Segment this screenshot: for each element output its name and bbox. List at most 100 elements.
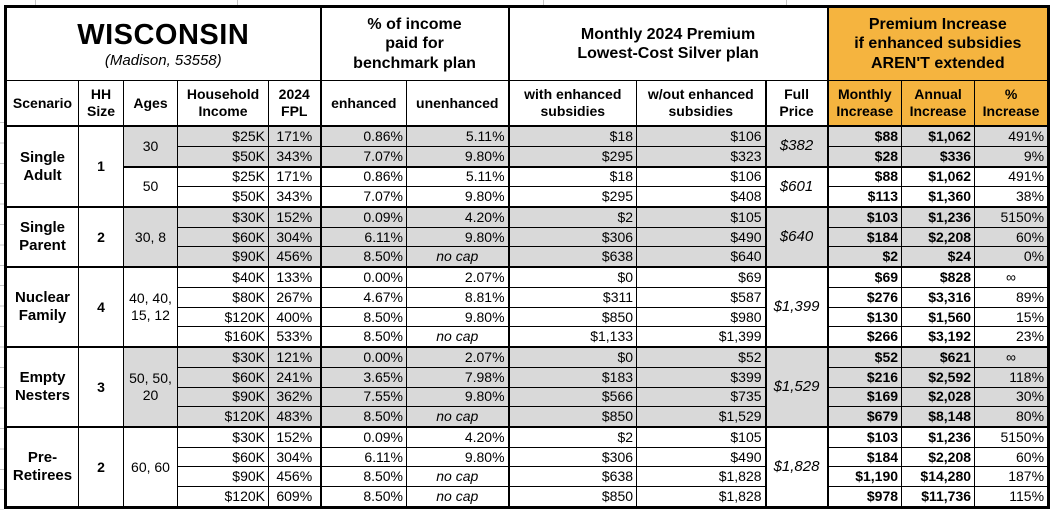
col-header-scenario: Scenario xyxy=(5,80,79,127)
income-cell: $30K xyxy=(177,205,269,228)
income-cell: $60K xyxy=(177,226,269,248)
premium-table: WISCONSIN (Madison, 53558) % of income p… xyxy=(4,5,1051,509)
pct-increase-cell: 89% xyxy=(974,286,1050,308)
fpl-cell: 304% xyxy=(267,446,322,468)
monthly-increase-cell: $276 xyxy=(826,286,903,308)
annual-increase-cell: $1,062 xyxy=(901,124,976,147)
pct-increase-cell: 15% xyxy=(974,306,1050,328)
enhanced-pct-cell: 8.50% xyxy=(319,406,408,428)
unenhanced-pct-cell: 2.07% xyxy=(406,346,510,368)
premium-with-subsidies-cell: $18 xyxy=(507,124,638,147)
enhanced-pct-cell: 7.07% xyxy=(319,186,408,208)
enhanced-pct-cell: 8.50% xyxy=(319,326,408,348)
pct-increase-cell: ∞ xyxy=(974,266,1050,288)
col-header-ages: Ages xyxy=(123,80,178,127)
col-header-income: Household Income xyxy=(177,80,269,127)
full-price-cell: $382 xyxy=(764,125,829,167)
annual-increase-cell: $1,236 xyxy=(901,425,976,448)
pct-increase-cell: 9% xyxy=(974,145,1050,168)
annual-increase-cell: $3,316 xyxy=(901,286,976,308)
pct-increase-cell: 5150% xyxy=(974,425,1050,448)
income-cell: $90K xyxy=(177,466,269,488)
enhanced-pct-cell: 0.09% xyxy=(319,205,408,228)
pct-increase-cell: 115% xyxy=(974,486,1050,508)
unenhanced-pct-cell: 9.80% xyxy=(406,446,510,468)
premium-with-subsidies-cell: $850 xyxy=(507,306,638,328)
scenario-cell: Pre-Retirees xyxy=(5,425,79,508)
income-cell: $80K xyxy=(177,286,269,308)
location-subtitle: (Madison, 53558) xyxy=(104,52,222,70)
monthly-increase-cell: $103 xyxy=(826,425,903,448)
income-cell: $50K xyxy=(177,145,269,168)
section-header-income-pct: % of income paid for benchmark plan xyxy=(319,6,510,81)
pct-increase-cell: 0% xyxy=(974,246,1050,268)
gridline-tick xyxy=(35,0,36,5)
annual-increase-cell: $2,208 xyxy=(901,446,976,468)
col-header-unenhanced: unenhanced xyxy=(406,80,510,127)
fpl-cell: 400% xyxy=(267,306,322,328)
premium-without-subsidies-cell: $1,399 xyxy=(636,326,767,348)
annual-increase-cell: $1,560 xyxy=(901,306,976,328)
fpl-cell: 171% xyxy=(267,165,322,188)
premium-with-subsidies-cell: $311 xyxy=(507,286,638,308)
pct-increase-cell: 60% xyxy=(974,446,1050,468)
premium-without-subsidies-cell: $105 xyxy=(636,425,767,448)
ages-cell: 50 xyxy=(123,165,178,208)
premium-with-subsidies-cell: $18 xyxy=(507,165,638,188)
premium-without-subsidies-cell: $69 xyxy=(636,266,767,288)
income-cell: $120K xyxy=(177,406,269,428)
premium-with-subsidies-cell: $850 xyxy=(507,486,638,508)
enhanced-pct-cell: 6.11% xyxy=(319,226,408,248)
fpl-cell: 456% xyxy=(267,246,322,268)
ages-cell: 50, 50, 20 xyxy=(123,346,178,428)
premium-without-subsidies-cell: $106 xyxy=(636,124,767,147)
col-header-enhanced: enhanced xyxy=(319,80,408,127)
section-header-premium: Monthly 2024 Premium Lowest-Cost Silver … xyxy=(507,6,829,81)
pct-increase-cell: 491% xyxy=(974,165,1050,188)
unenhanced-pct-cell: no cap xyxy=(406,486,510,508)
unenhanced-pct-cell: 9.80% xyxy=(406,186,510,208)
enhanced-pct-cell: 7.07% xyxy=(319,145,408,168)
unenhanced-pct-cell: 8.81% xyxy=(406,286,510,308)
premium-with-subsidies-cell: $850 xyxy=(507,406,638,428)
enhanced-pct-cell: 6.11% xyxy=(319,446,408,468)
pct-increase-cell: 30% xyxy=(974,386,1050,408)
fpl-cell: 133% xyxy=(267,266,322,288)
table-title-cell: WISCONSIN (Madison, 53558) xyxy=(4,6,322,81)
monthly-increase-cell: $113 xyxy=(826,186,903,208)
premium-without-subsidies-cell: $1,529 xyxy=(636,406,767,428)
section-header-increase: Premium Increase if enhanced subsidies A… xyxy=(826,6,1050,81)
annual-increase-cell: $2,208 xyxy=(901,226,976,248)
pct-increase-cell: 60% xyxy=(974,226,1050,248)
scenario-cell: Single Adult xyxy=(5,125,79,208)
enhanced-pct-cell: 8.50% xyxy=(319,306,408,328)
income-cell: $40K xyxy=(177,266,269,288)
premium-without-subsidies-cell: $399 xyxy=(636,366,767,388)
col-header-fpl: 2024 FPL xyxy=(267,80,322,127)
income-cell: $90K xyxy=(177,246,269,268)
fpl-cell: 362% xyxy=(267,386,322,408)
annual-increase-cell: $2,592 xyxy=(901,366,976,388)
premium-without-subsidies-cell: $52 xyxy=(636,346,767,368)
col-header-pct-increase: % Increase xyxy=(974,80,1050,127)
premium-without-subsidies-cell: $106 xyxy=(636,165,767,188)
monthly-increase-cell: $2 xyxy=(826,246,903,268)
premium-without-subsidies-cell: $1,828 xyxy=(636,486,767,508)
unenhanced-pct-cell: 4.20% xyxy=(406,425,510,448)
fpl-cell: 152% xyxy=(267,205,322,228)
fpl-cell: 121% xyxy=(267,346,322,368)
premium-with-subsidies-cell: $306 xyxy=(507,226,638,248)
premium-with-subsidies-cell: $2 xyxy=(507,425,638,448)
premium-with-subsidies-cell: $295 xyxy=(507,145,638,168)
monthly-increase-cell: $978 xyxy=(826,486,903,508)
unenhanced-pct-cell: no cap xyxy=(406,466,510,488)
unenhanced-pct-cell: 7.98% xyxy=(406,366,510,388)
premium-without-subsidies-cell: $980 xyxy=(636,306,767,328)
enhanced-pct-cell: 0.86% xyxy=(319,165,408,188)
fpl-cell: 171% xyxy=(267,124,322,147)
unenhanced-pct-cell: 5.11% xyxy=(406,165,510,188)
monthly-increase-cell: $184 xyxy=(826,226,903,248)
premium-with-subsidies-cell: $638 xyxy=(507,466,638,488)
premium-without-subsidies-cell: $490 xyxy=(636,446,767,468)
enhanced-pct-cell: 8.50% xyxy=(319,466,408,488)
